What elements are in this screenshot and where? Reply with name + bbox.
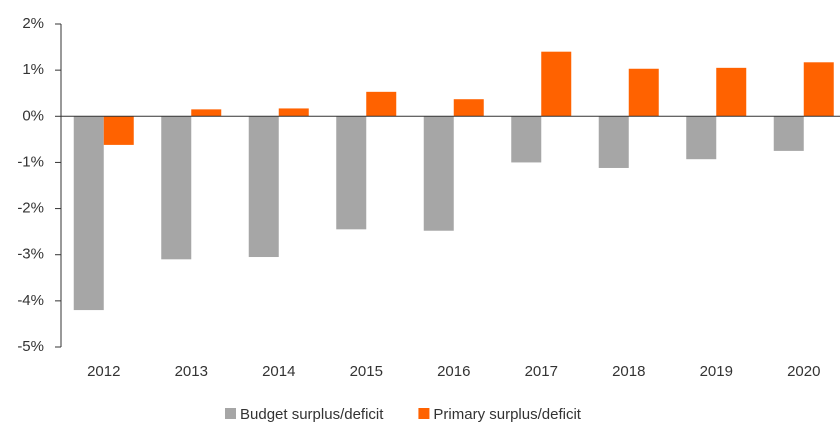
bar [103, 116, 134, 145]
bar [541, 51, 572, 117]
bar [511, 116, 542, 163]
bar [453, 99, 484, 117]
x-tick-label: 2012 [87, 363, 120, 380]
x-tick-label: 2017 [525, 363, 558, 380]
y-tick-label: 2% [22, 15, 44, 32]
x-tick-label: 2019 [700, 363, 733, 380]
x-tick-label: 2018 [612, 363, 645, 380]
y-tick-label: -5% [17, 338, 44, 355]
y-tick-label: -1% [17, 153, 44, 170]
y-tick-label: -3% [17, 246, 44, 263]
bar [773, 116, 804, 151]
legend-swatch [418, 408, 430, 419]
y-tick-label: -4% [17, 292, 44, 309]
bar [191, 109, 222, 117]
bar [73, 116, 104, 311]
bar [598, 116, 629, 168]
x-tick-label: 2015 [350, 363, 383, 380]
y-tick-label: 0% [22, 107, 44, 124]
bar [161, 116, 192, 260]
bar [686, 116, 717, 160]
x-tick-label: 2014 [262, 363, 295, 380]
legend-label: Primary surplus/deficit [433, 406, 581, 423]
bar [716, 67, 747, 117]
bar [423, 116, 454, 231]
y-tick-label: -2% [17, 200, 44, 217]
bar [336, 116, 367, 230]
x-tick-label: 2013 [175, 363, 208, 380]
legend-swatch [225, 408, 236, 419]
x-tick-label: 2020 [787, 363, 820, 380]
bar [248, 116, 279, 258]
legend-label: Budget surplus/deficit [240, 406, 384, 423]
y-tick-label: 1% [22, 61, 44, 78]
bar [628, 68, 659, 117]
bar [803, 62, 834, 117]
bar [278, 108, 309, 117]
bar [366, 91, 397, 117]
x-tick-label: 2016 [437, 363, 470, 380]
